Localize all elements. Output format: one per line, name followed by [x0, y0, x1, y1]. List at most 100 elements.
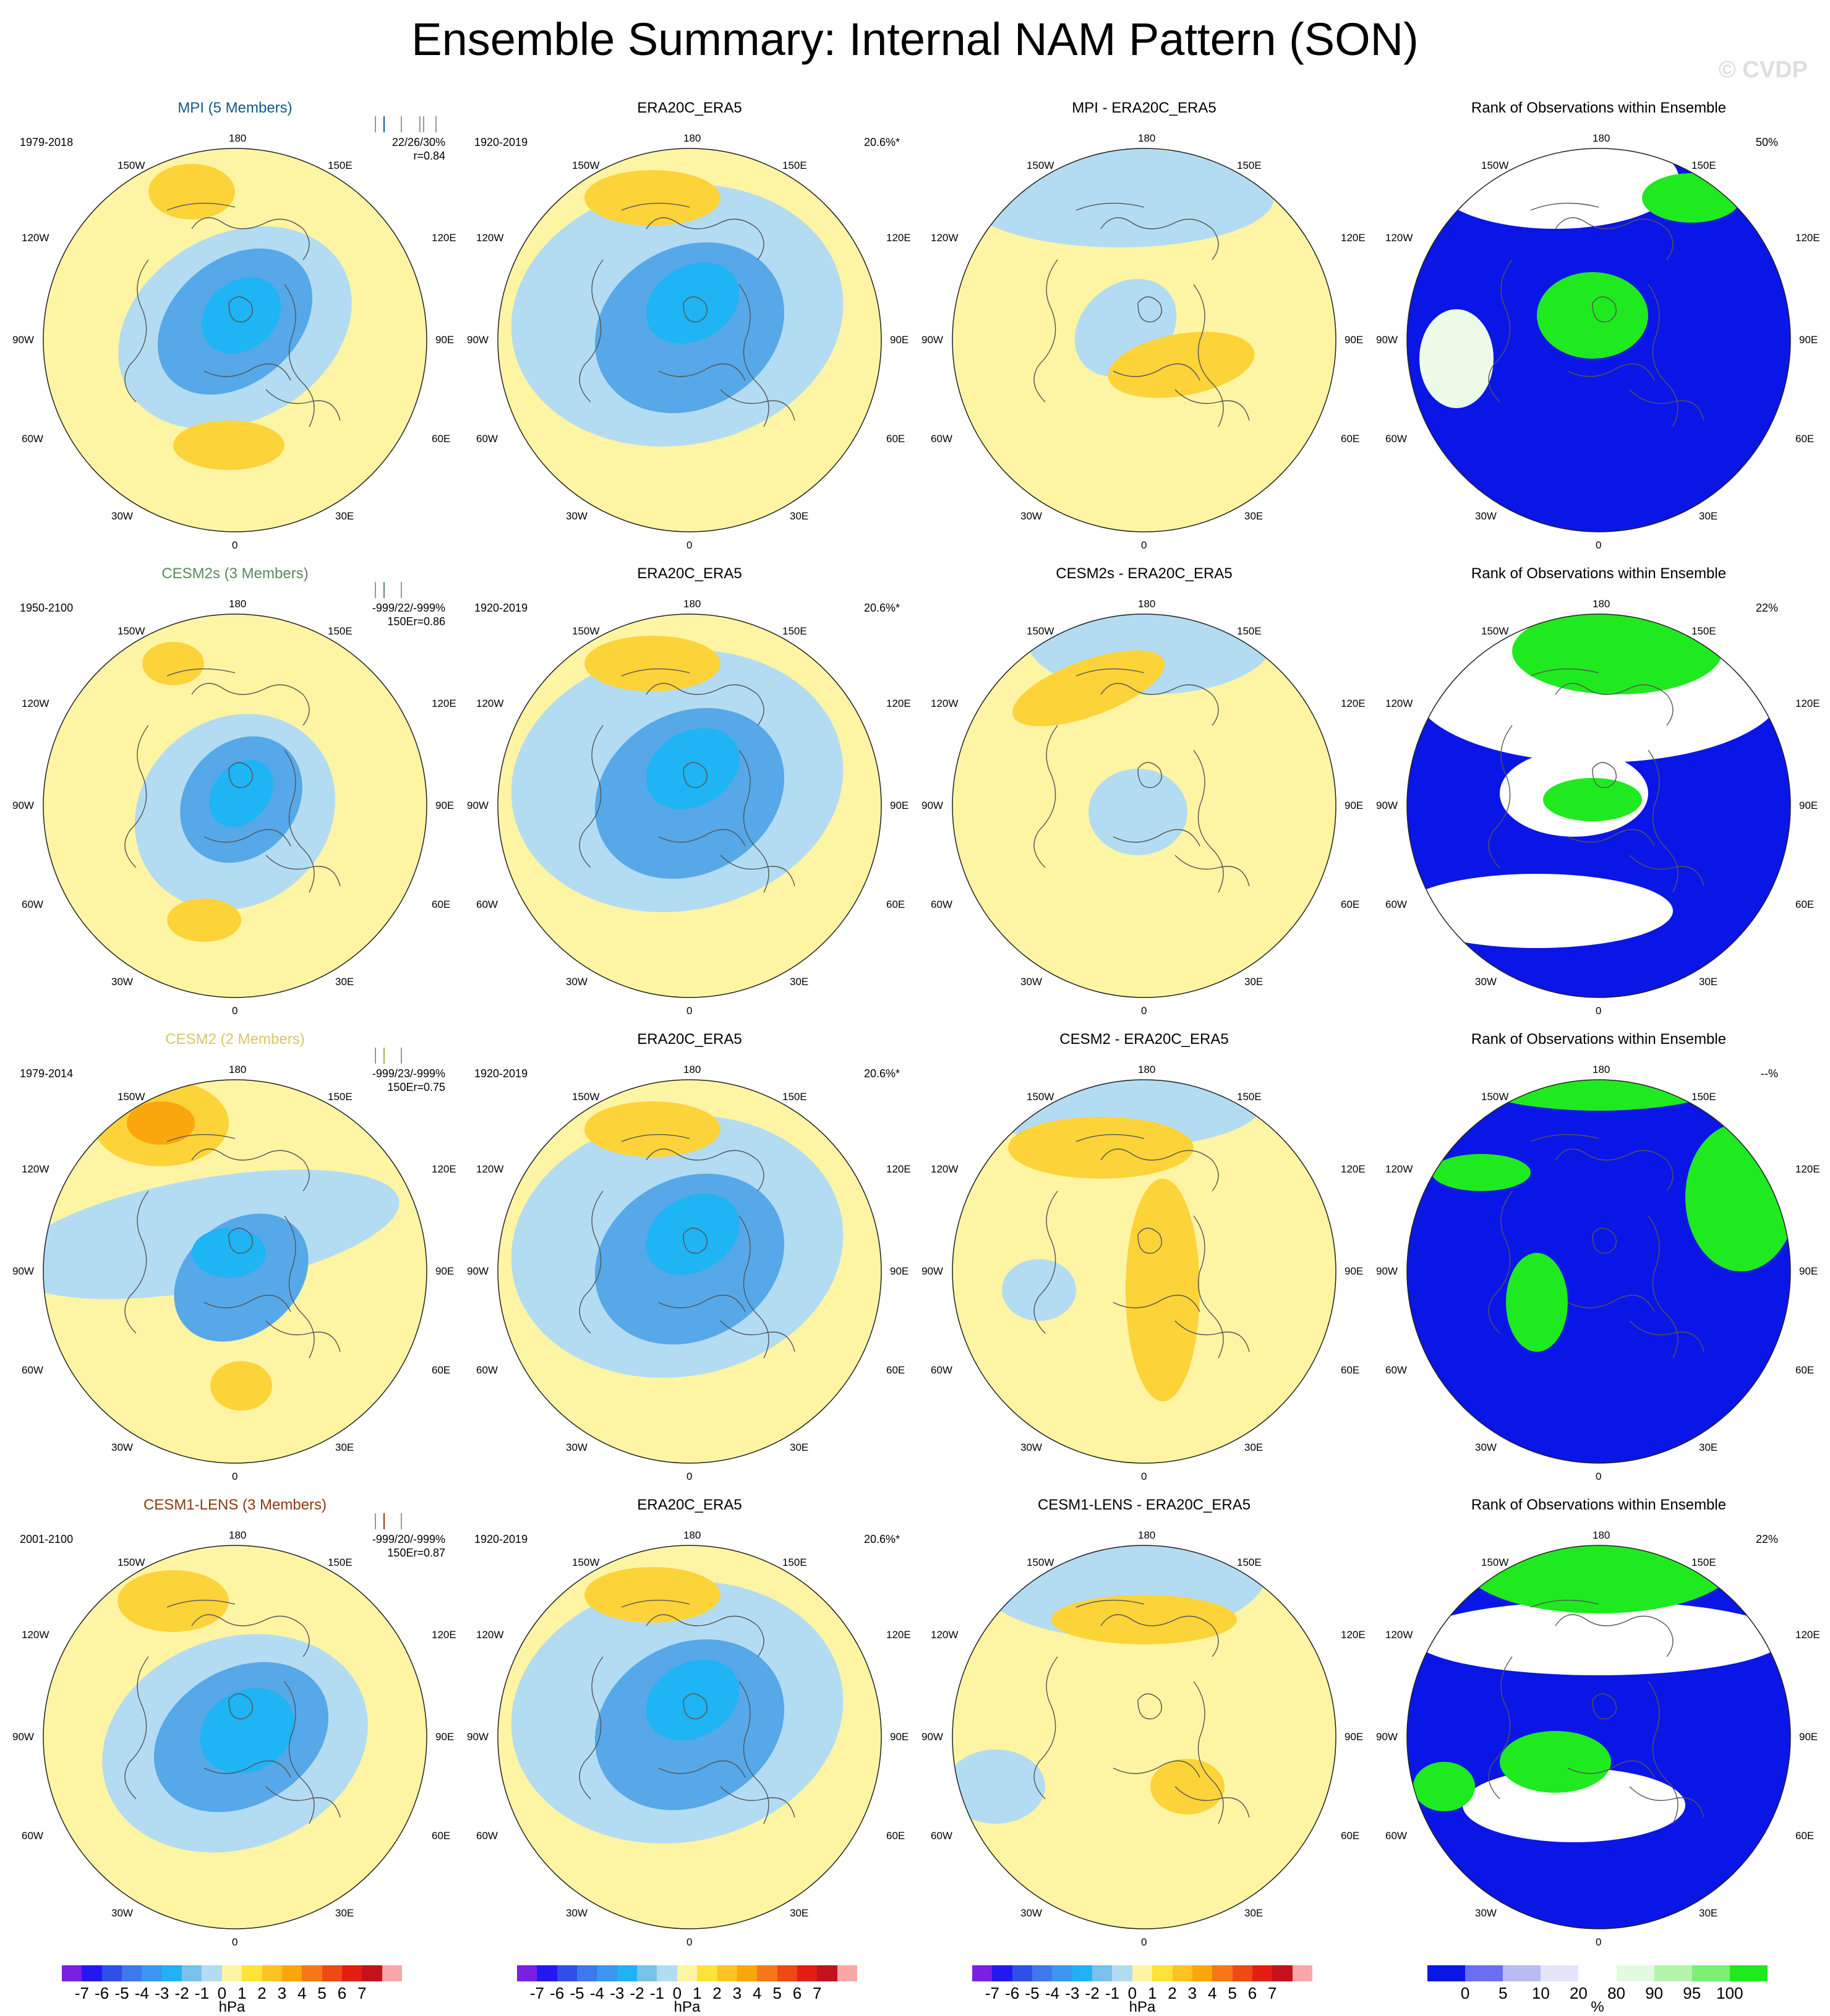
colorbar-tick-label: -4 [1045, 1984, 1059, 2002]
colorbar-swatch [101, 1965, 122, 1981]
colorbar-tick-label: 4 [1208, 1984, 1217, 2002]
low-pressure-core [646, 1194, 740, 1275]
coastline [738, 750, 769, 893]
coastline [1075, 202, 1145, 211]
coastline [1075, 1599, 1145, 1608]
colorbar-swatch [161, 1965, 182, 1981]
lon-label-30E: 30E [335, 1442, 354, 1453]
lon-label-120W: 120W [931, 698, 959, 709]
lon-label-top: 180 [1593, 1529, 1610, 1541]
lon-label-90W: 90W [921, 334, 943, 346]
colorbar-tick-label: -5 [114, 1984, 129, 2002]
colorbar-tick-label: 5 [1228, 1984, 1237, 2002]
lon-label-60E: 60E [1341, 899, 1360, 910]
colorbar-swatch [992, 1965, 1013, 1981]
period-label: 1920-2019 [474, 1533, 528, 1545]
coastline [1488, 1656, 1513, 1800]
colorbar-labels: -7 -6 -5 -4 -3 -2 -1 0 1 2 3 4 5 6 7 [972, 1984, 1312, 2002]
lon-label-60W: 60W [1385, 1364, 1407, 1376]
colorbar-swatch [1503, 1965, 1541, 1981]
lon-label-30E: 30E [790, 510, 809, 522]
polar-map [952, 1079, 1336, 1464]
lon-label-bottom: 0 [232, 539, 238, 551]
polar-map [497, 613, 882, 998]
lon-label-30W: 30W [1475, 1907, 1497, 1919]
colorbar-swatch [362, 1965, 383, 1981]
lon-label-90E: 90E [435, 1731, 455, 1743]
lon-label-60E: 60E [1341, 433, 1360, 445]
colorbar-tick-label: 10 [1531, 1984, 1550, 2002]
panel-title: ERA20C_ERA5 [637, 100, 742, 116]
coastline [1193, 750, 1224, 893]
panel-r2-c1: ERA20C_ERA5 1920-2019 20.6%* 180 0 150W 150E 12… [461, 1030, 918, 1500]
colorbar-swatch [597, 1965, 618, 1981]
coastline [1488, 725, 1513, 868]
lon-label-90W: 90W [921, 1731, 943, 1743]
panel-r2-c2: CESM2 - ERA20C_ERA5 180 0 150W 150E 120W 120E 9… [915, 1030, 1373, 1500]
lon-label-60W: 60W [476, 1830, 498, 1842]
map-border [1406, 1545, 1791, 1929]
map-border [497, 613, 882, 998]
lon-label-60E: 60E [1795, 899, 1815, 910]
high-pressure-core [127, 1101, 195, 1145]
coastline [621, 1134, 690, 1142]
colorbar-tick-label: -2 [630, 1984, 644, 2002]
coastline [658, 363, 746, 381]
panel-r1-c3: Rank of Observations within Ensemble 22% 1… [1370, 565, 1828, 1035]
panel-title: CESM1-LENS (3 Members) [143, 1497, 327, 1513]
colorbar-tick-label: 2 [257, 1984, 267, 2002]
lon-label-120W: 120W [476, 1163, 504, 1175]
polar-map [497, 148, 882, 532]
coastline [646, 1614, 764, 1657]
lon-label-120E: 120E [432, 1629, 456, 1641]
panel-r2-c3: Rank of Observations within Ensemble --% 1… [1370, 1030, 1828, 1500]
coastline [1592, 1228, 1617, 1254]
coastline [191, 1614, 310, 1657]
lon-label-150E: 150E [1237, 1091, 1262, 1103]
variance-label: 20.6%* [863, 602, 900, 614]
lon-label-30W: 30W [566, 1442, 588, 1453]
rank-percent-label: --% [1761, 1067, 1778, 1080]
lon-label-30W: 30W [1475, 1442, 1497, 1453]
lon-label-90E: 90E [1345, 1731, 1364, 1743]
hpa-colorbar-0 [62, 1965, 403, 1981]
coastline [203, 1760, 291, 1778]
coastline [1193, 1215, 1224, 1359]
colorbar-labels: -7 -6 -5 -4 -3 -2 -1 0 1 2 3 4 5 6 7 [62, 1984, 402, 2002]
polar-map [43, 148, 427, 532]
lon-label-90E: 90E [1799, 1731, 1818, 1743]
lon-label-bottom: 0 [1596, 1471, 1602, 1482]
colorbar-swatch [1691, 1965, 1730, 1981]
colorbar-tick-label: -3 [155, 1984, 169, 2002]
lon-label-120E: 120E [1341, 1629, 1366, 1641]
coastline [124, 725, 149, 868]
colorbar-swatch [717, 1965, 738, 1981]
coastline [1113, 829, 1200, 847]
coastline [720, 1320, 795, 1352]
coastline [738, 1681, 769, 1824]
lon-label-top: 180 [229, 1064, 247, 1075]
coastline [1113, 1760, 1200, 1778]
coastline [1555, 1614, 1674, 1657]
lon-label-150E: 150E [782, 625, 807, 637]
lon-label-150W: 150W [572, 160, 600, 171]
lon-label-150W: 150W [1481, 1091, 1509, 1103]
lon-label-60W: 60W [476, 433, 498, 445]
panel-r1-c1: ERA20C_ERA5 1920-2019 20.6%* 180 0 150W 150E 12… [461, 565, 918, 1035]
lon-label-60W: 60W [22, 1364, 43, 1376]
ensemble-tick [383, 582, 385, 598]
panel-title: ERA20C_ERA5 [637, 1031, 742, 1048]
map-border [952, 613, 1336, 998]
lon-label-top: 180 [683, 1064, 701, 1075]
lon-label-30W: 30W [566, 1907, 588, 1919]
high-pressure-contour [148, 164, 235, 220]
coastline [1100, 683, 1219, 726]
lon-label-120W: 120W [1385, 1163, 1413, 1175]
colorbar-tick-label: -6 [550, 1984, 565, 2002]
colorbar-swatch [142, 1965, 163, 1981]
rank-top-region [1512, 614, 1722, 694]
lon-label-150W: 150W [1027, 1091, 1054, 1103]
map-border [43, 148, 427, 532]
lon-label-30W: 30W [1475, 510, 1497, 522]
panel-r1-c2: CESM2s - ERA20C_ERA5 180 0 150W 150E 120W 120E… [915, 565, 1373, 1035]
